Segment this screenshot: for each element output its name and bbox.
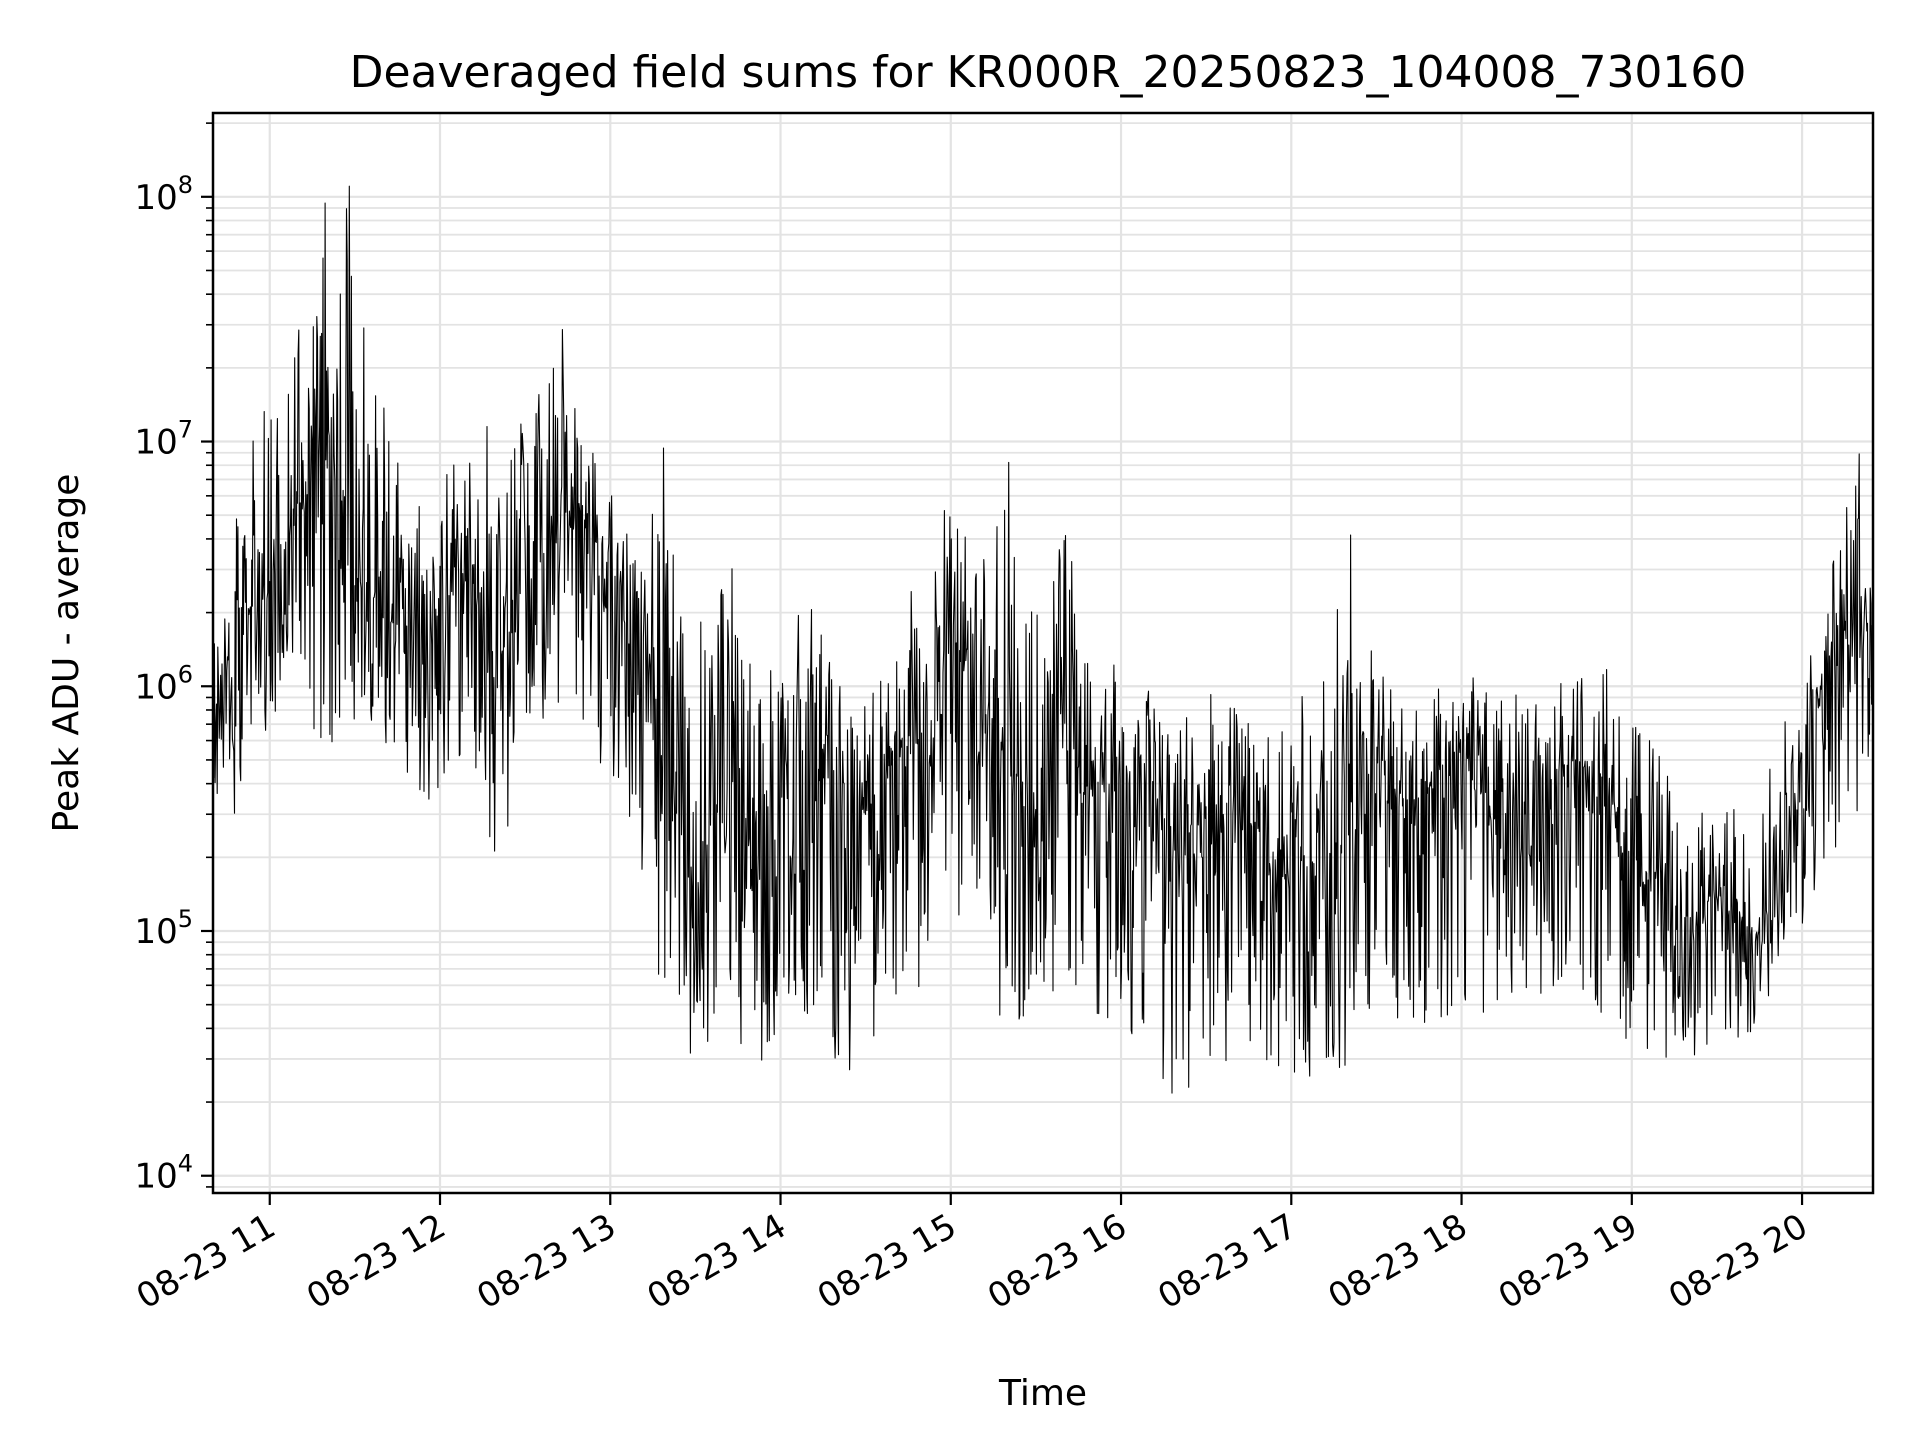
x-tick-label: 08-23 19 [1492, 1206, 1644, 1317]
x-axis-title: Time [998, 1373, 1087, 1414]
y-tick-label: 104 [134, 1150, 193, 1197]
series-line [212, 185, 1874, 1094]
x-tick-label: 08-23 14 [641, 1206, 793, 1317]
y-axis-title: Peak ADU - average [46, 474, 87, 833]
x-tick-label: 08-23 15 [811, 1206, 963, 1317]
x-tick-label: 08-23 18 [1322, 1206, 1474, 1317]
x-tick-label: 08-23 16 [981, 1206, 1133, 1317]
y-tick-label: 106 [134, 660, 193, 707]
x-tick-label: 08-23 17 [1151, 1206, 1303, 1317]
y-tick-label: 107 [134, 416, 193, 463]
series-line-layer [212, 185, 1874, 1094]
x-tick-label: 08-23 13 [470, 1206, 622, 1317]
chart-title: Deaveraged field sums for KR000R_2025082… [350, 47, 1747, 98]
x-tick-label: 08-23 11 [130, 1206, 282, 1317]
y-tick-label: 105 [134, 905, 193, 952]
x-tick-label: 08-23 12 [300, 1206, 452, 1317]
y-tick-label: 108 [134, 171, 193, 218]
x-tick-label: 08-23 20 [1662, 1206, 1814, 1317]
plot-frame [211, 111, 1875, 1195]
